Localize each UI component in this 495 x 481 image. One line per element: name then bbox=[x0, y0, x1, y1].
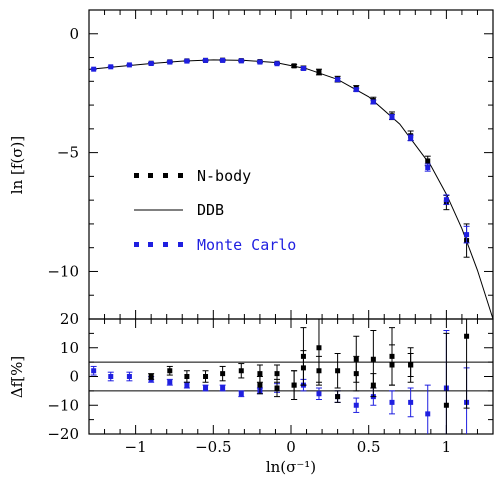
montecarlo-residual-point bbox=[203, 385, 209, 391]
montecarlo-point bbox=[184, 58, 190, 64]
montecarlo-point bbox=[126, 62, 132, 68]
nbody-residual-point bbox=[291, 382, 297, 388]
montecarlo-point bbox=[220, 57, 226, 63]
montecarlo-point bbox=[108, 64, 114, 70]
montecarlo-point bbox=[148, 60, 154, 66]
y-tick-label: 10 bbox=[60, 339, 79, 357]
nbody-residual-point bbox=[274, 371, 280, 377]
montecarlo-point bbox=[464, 232, 470, 238]
montecarlo-residual-point bbox=[126, 374, 132, 379]
legend: N-body DDB Monte Carlo bbox=[134, 167, 296, 254]
nbody-residual-point bbox=[203, 374, 209, 379]
nbody-residual-point bbox=[274, 385, 280, 391]
y-tick-label: −20 bbox=[47, 425, 79, 443]
montecarlo-residual-point bbox=[425, 411, 431, 417]
legend-mc-dot bbox=[134, 242, 139, 247]
y-tick-label: −10 bbox=[47, 396, 79, 414]
nbody-residual-point bbox=[443, 402, 449, 408]
legend-nbody-dot bbox=[148, 173, 153, 178]
nbody-residual-point bbox=[316, 345, 322, 351]
legend-nbody-dot bbox=[178, 173, 183, 178]
montecarlo-point bbox=[167, 59, 173, 65]
montecarlo-point bbox=[257, 59, 263, 65]
nbody-point bbox=[425, 158, 431, 164]
montecarlo-point bbox=[443, 197, 449, 203]
nbody-point bbox=[291, 63, 297, 69]
nbody-residual-point bbox=[316, 368, 322, 374]
montecarlo-residual-point bbox=[389, 399, 395, 405]
y-tick-label: 0 bbox=[69, 368, 79, 386]
ddb-curve bbox=[88, 59, 494, 320]
legend-mc-dot bbox=[178, 242, 183, 247]
legend-item-nbody: N-body bbox=[134, 167, 251, 185]
legend-item-ddb: DDB bbox=[134, 201, 224, 219]
nbody-residual-point bbox=[238, 368, 244, 374]
montecarlo-point bbox=[389, 114, 395, 120]
x-tick-label: 0.5 bbox=[357, 438, 381, 456]
nbody-residual-point bbox=[335, 368, 341, 374]
montecarlo-residual-point bbox=[353, 402, 359, 408]
legend-nbody-dot bbox=[163, 173, 168, 178]
x-tick-label: −0.5 bbox=[195, 438, 231, 456]
montecarlo-point bbox=[238, 58, 244, 64]
montecarlo-point bbox=[425, 165, 431, 171]
x-tick-label: −1 bbox=[125, 438, 147, 456]
y-tick-label: −10 bbox=[47, 262, 79, 280]
montecarlo-residual-point bbox=[167, 379, 173, 385]
x-tick-label: 1 bbox=[442, 438, 452, 456]
legend-ddb-label: DDB bbox=[197, 201, 224, 219]
montecarlo-point bbox=[335, 77, 341, 83]
top-panel-ticks: 0 −5 −10 bbox=[47, 9, 494, 320]
bottom-y-axis-label: Δf[%] bbox=[8, 356, 26, 398]
nbody-residual-point bbox=[370, 356, 376, 362]
montecarlo-point bbox=[300, 65, 306, 71]
top-panel-marks bbox=[88, 57, 494, 320]
bottom-panel-marks bbox=[89, 319, 493, 434]
legend-mc-dot bbox=[148, 242, 153, 247]
montecarlo-residual-point bbox=[316, 391, 322, 397]
y-tick-label: 0 bbox=[69, 25, 79, 43]
nbody-residual-point bbox=[300, 365, 306, 371]
nbody-residual-point bbox=[389, 362, 395, 368]
montecarlo-point bbox=[91, 66, 97, 72]
nbody-point bbox=[316, 69, 322, 75]
legend-nbody-dot bbox=[134, 173, 139, 178]
top-y-axis-label: ln [f(σ)] bbox=[8, 136, 26, 194]
montecarlo-residual-point bbox=[91, 368, 97, 374]
y-tick-label: 20 bbox=[60, 310, 79, 328]
x-axis-label: ln(σ⁻¹) bbox=[266, 458, 316, 476]
montecarlo-point bbox=[408, 135, 414, 141]
montecarlo-residual-point bbox=[238, 391, 244, 397]
montecarlo-point bbox=[353, 87, 359, 93]
legend-mc-dot bbox=[163, 242, 168, 247]
montecarlo-residual-point bbox=[408, 399, 414, 405]
montecarlo-residual-point bbox=[108, 374, 114, 379]
montecarlo-point bbox=[203, 57, 209, 63]
x-tick-label: 0 bbox=[286, 438, 296, 456]
legend-item-monte-carlo: Monte Carlo bbox=[134, 236, 296, 254]
montecarlo-point bbox=[274, 61, 280, 67]
nbody-residual-point bbox=[148, 374, 154, 379]
top-panel-frame bbox=[88, 9, 494, 320]
nbody-residual-point bbox=[220, 371, 226, 377]
montecarlo-point bbox=[370, 99, 376, 105]
legend-nbody-label: N-body bbox=[197, 167, 251, 185]
nbody-residual-point bbox=[370, 382, 376, 388]
montecarlo-residual-point bbox=[220, 385, 226, 391]
montecarlo-residual-point bbox=[184, 382, 190, 388]
nbody-residual-point bbox=[257, 382, 263, 388]
nbody-residual-point bbox=[335, 394, 341, 400]
y-tick-label: −5 bbox=[57, 144, 79, 162]
nbody-residual-point bbox=[257, 371, 263, 377]
nbody-residual-point bbox=[464, 333, 470, 339]
legend-mc-label: Monte Carlo bbox=[197, 236, 296, 254]
nbody-residual-point bbox=[408, 362, 414, 368]
bottom-panel-ticks: 20 10 0 −10 −20 −1 −0.5 0 0.5 1 bbox=[47, 310, 494, 456]
nbody-residual-point bbox=[353, 371, 359, 377]
nbody-residual-point bbox=[184, 374, 190, 379]
nbody-residual-point bbox=[167, 368, 173, 374]
